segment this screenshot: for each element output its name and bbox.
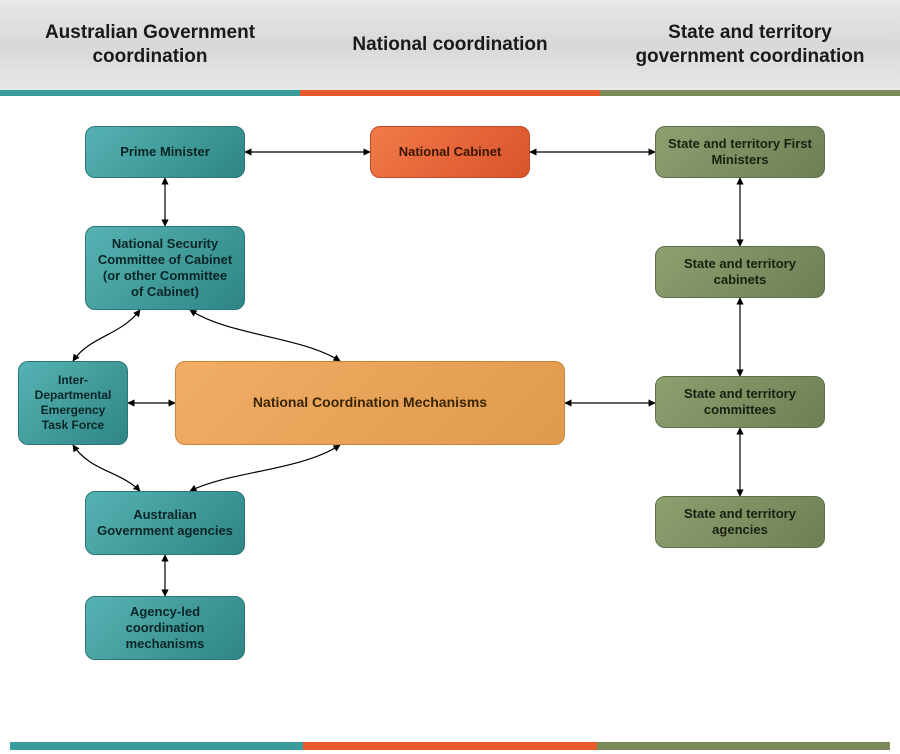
footer-bar — [10, 742, 890, 750]
footer-bar-olive — [597, 742, 890, 750]
edge-nsc-idetf — [73, 310, 140, 361]
node-state-cabinets: State and territory cabinets — [655, 246, 825, 298]
node-national-coordination-mechanisms: National Coordination Mechanisms — [175, 361, 565, 445]
header-col-national: National coordination — [300, 0, 600, 90]
node-agency-led: Agency-led coordination mechanisms — [85, 596, 245, 660]
edge-nsc-ncm — [190, 310, 340, 361]
edge-ncm-aga — [190, 445, 340, 491]
edge-idetf-aga — [73, 445, 140, 491]
node-state-agencies: State and territory agencies — [655, 496, 825, 548]
footer-bar-teal — [10, 742, 303, 750]
node-aus-gov-agencies: Australian Government agencies — [85, 491, 245, 555]
node-idetf: Inter-Departmental Emergency Task Force — [18, 361, 128, 445]
node-state-committees: State and territory committees — [655, 376, 825, 428]
header-row: Australian Government coordination Natio… — [0, 0, 900, 90]
footer-bar-orange — [303, 742, 596, 750]
header-col-australian: Australian Government coordination — [0, 0, 300, 90]
node-nsc: National Security Committee of Cabinet (… — [85, 226, 245, 310]
node-state-first-ministers: State and territory First Ministers — [655, 126, 825, 178]
header-col-state: State and territory government coordinat… — [600, 0, 900, 90]
node-prime-minister: Prime Minister — [85, 126, 245, 178]
diagram-canvas: Prime Minister National Security Committ… — [0, 96, 900, 744]
node-national-cabinet: National Cabinet — [370, 126, 530, 178]
